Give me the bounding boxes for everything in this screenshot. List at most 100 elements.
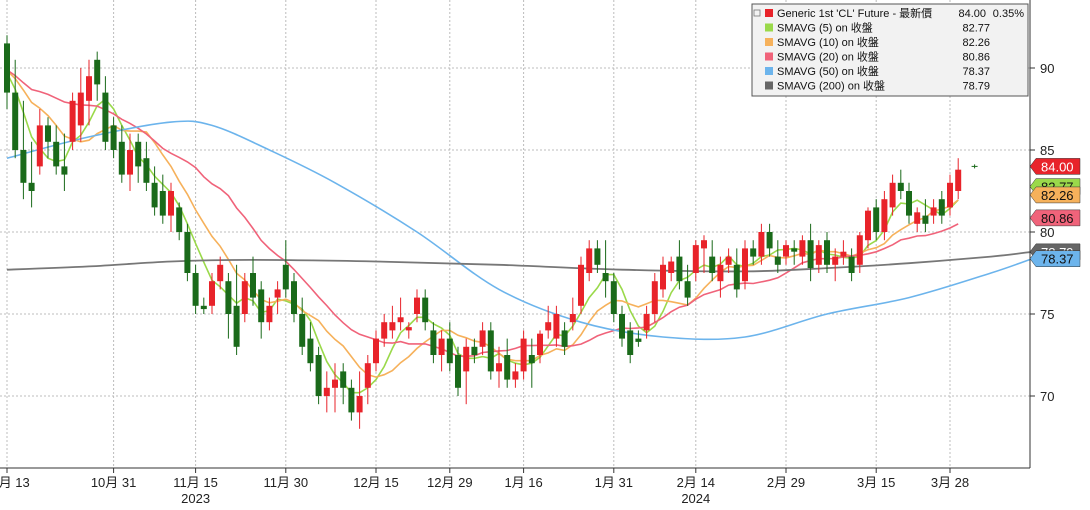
candle	[578, 256, 584, 314]
candle-body	[323, 387, 330, 396]
candle-body	[110, 125, 117, 150]
candle-body	[176, 207, 183, 232]
sma-200-line	[6, 250, 1033, 273]
candle-body	[241, 281, 248, 314]
x-tick-label: 12月 15	[353, 475, 399, 490]
candle	[922, 199, 929, 232]
price-tag-label: 78.37	[1041, 252, 1074, 267]
candle	[733, 248, 740, 298]
legend-entry-value: 84.00	[958, 8, 986, 20]
candle-body	[610, 281, 617, 314]
candle-body	[184, 232, 191, 273]
candle-body	[709, 256, 716, 273]
candle	[824, 232, 830, 273]
candle-body	[217, 264, 224, 282]
candle-body	[282, 264, 289, 290]
candle-body	[69, 100, 76, 142]
candle-body	[791, 248, 798, 252]
candle	[323, 371, 330, 413]
year-label: 2024	[681, 491, 710, 505]
candle-body	[578, 264, 584, 306]
candle	[266, 297, 273, 331]
candle	[36, 109, 43, 175]
candle	[422, 289, 429, 331]
candle-body	[77, 92, 84, 126]
candle	[520, 330, 527, 380]
candle	[479, 322, 486, 355]
candle-body	[742, 248, 748, 282]
candle	[947, 174, 953, 216]
candle	[717, 256, 724, 298]
candle-body	[733, 264, 740, 290]
legend-swatch	[765, 52, 773, 61]
candle-body	[594, 248, 601, 265]
candle-body	[168, 191, 174, 216]
candle	[758, 223, 765, 265]
candle-body	[783, 245, 789, 257]
candle	[938, 191, 945, 224]
legend-entry-value: 80.86	[962, 52, 990, 64]
candle-body	[307, 338, 314, 364]
candle-body	[545, 322, 552, 331]
candle	[569, 297, 576, 331]
candle	[561, 322, 568, 355]
candle-body	[914, 212, 921, 224]
candle-body	[299, 314, 306, 347]
legend-entry-value: 78.37	[962, 66, 990, 78]
candle-body	[955, 169, 962, 191]
candle	[340, 363, 347, 405]
candle	[848, 248, 855, 282]
x-tick-label: 3月 15	[857, 475, 895, 490]
legend-swatch	[765, 81, 773, 90]
candle-body	[701, 240, 707, 249]
legend-swatch	[765, 9, 773, 17]
legend-entry-name: Generic 1st 'CL' Future - 最新價	[777, 6, 932, 20]
candle-body	[389, 322, 396, 331]
candle	[438, 330, 445, 372]
price-tag-shape	[1029, 158, 1081, 175]
candle	[914, 207, 921, 232]
candle	[881, 191, 888, 241]
candle	[725, 248, 732, 273]
candle	[930, 199, 937, 224]
candle-body	[397, 317, 404, 323]
candle-body	[865, 210, 871, 241]
candle	[668, 256, 675, 282]
candle	[168, 182, 174, 232]
candle	[151, 166, 158, 216]
candle-body	[561, 330, 568, 347]
candle-body	[553, 314, 560, 339]
candle	[28, 141, 35, 208]
candle	[750, 240, 757, 265]
x-axis: 10月 13 10月 31 11月 15 11月 30 12月 15 12月 29 1月 1…	[0, 467, 1030, 506]
legend-entry-name: SMAVG (5) on 收盤	[777, 21, 873, 35]
candle-body	[824, 240, 830, 265]
candle-body	[512, 371, 519, 380]
candle	[807, 223, 814, 282]
candle-body	[889, 182, 896, 208]
price-tag: 80.86	[1029, 209, 1081, 227]
candle-body	[159, 191, 166, 216]
candle-body	[881, 199, 888, 232]
legend-swatch	[765, 23, 773, 32]
x-tick-label: 10月 13	[0, 475, 30, 490]
candle	[135, 133, 142, 183]
x-tick-label: 2月 14	[677, 475, 715, 490]
candle	[643, 305, 650, 339]
candle	[906, 182, 912, 224]
candle-body	[233, 305, 240, 347]
legend[interactable]: Generic 1st 'CL' Future - 最新價 84.00 0.35%S…	[751, 3, 1029, 97]
legend-swatch	[765, 38, 773, 46]
y-tick-label: 80	[1040, 225, 1054, 240]
candle	[487, 322, 494, 380]
price-tag: 78.37	[1029, 250, 1081, 267]
candle-body	[291, 281, 297, 314]
candle	[446, 322, 453, 372]
candle-body	[61, 166, 68, 175]
candle	[405, 322, 412, 339]
candle-body	[438, 338, 445, 355]
candle-body	[479, 330, 486, 347]
candle	[586, 240, 593, 282]
price-tag: 84.00	[1029, 158, 1081, 175]
